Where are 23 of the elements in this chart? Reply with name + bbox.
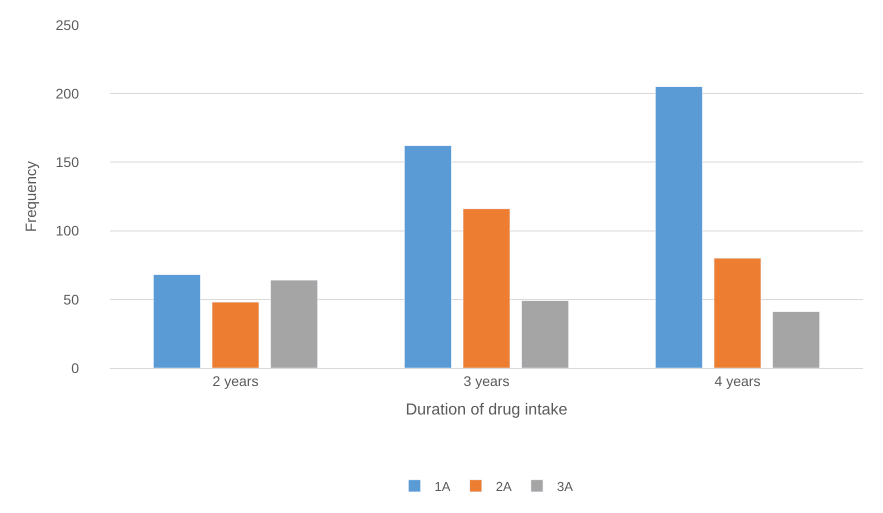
y-tick-label: 100	[56, 222, 80, 239]
bar	[212, 302, 260, 368]
legend-label: 2A	[496, 478, 512, 494]
y-tick-label: 50	[63, 291, 80, 308]
x-axis-title: Duration of drug intake	[406, 402, 568, 418]
bar	[772, 312, 820, 368]
y-tick-label: 0	[71, 360, 80, 376]
y-tick-label: 250	[56, 16, 80, 33]
bar	[714, 258, 762, 368]
bar	[462, 208, 510, 368]
x-tick-label: 4 years	[714, 372, 760, 389]
bar	[521, 300, 569, 368]
bar	[404, 145, 452, 368]
bar	[153, 274, 201, 368]
legend-label: 1A	[434, 478, 451, 494]
x-tick-label: 2 years	[212, 372, 258, 389]
legend-label: 3A	[556, 478, 574, 494]
y-axis-title: Frequency	[22, 160, 40, 232]
x-tick-label: 3 years	[464, 372, 510, 389]
bar	[655, 86, 703, 368]
y-tick-label: 200	[56, 86, 80, 102]
y-tick-label: 150	[56, 154, 80, 170]
bar	[270, 280, 318, 368]
